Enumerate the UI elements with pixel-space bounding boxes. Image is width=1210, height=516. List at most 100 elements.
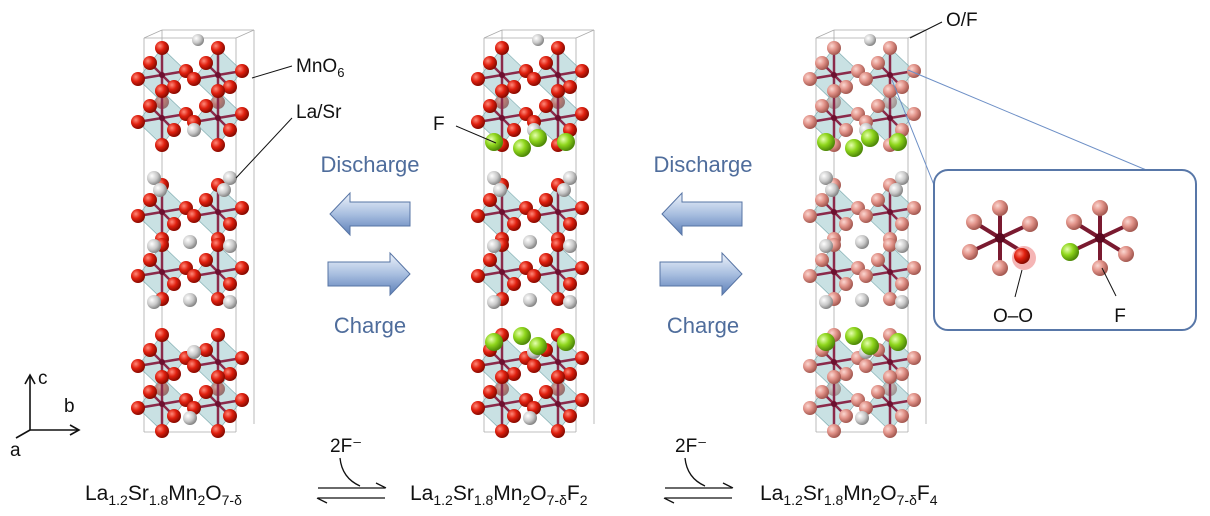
atom [895,217,909,231]
atom [131,359,145,373]
atom [551,41,565,55]
atom [563,80,577,94]
atom [539,56,553,70]
atom [859,269,873,283]
atom [815,99,829,113]
atom [527,72,541,86]
atom [235,201,249,215]
mn-atom [499,115,505,121]
mn-atom [499,269,505,275]
formula: La1.2Sr1.8Mn2O7-δ [85,482,242,508]
atom [507,409,521,423]
atom [211,424,225,438]
element: Mn [168,482,197,505]
atom [147,295,161,309]
atom [859,359,873,373]
atom [483,99,497,113]
atom [907,393,921,407]
atom [907,201,921,215]
atom [143,193,157,207]
atom [803,209,817,223]
atom [507,123,521,137]
atom [471,72,485,86]
mn-atom [555,269,561,275]
atom [523,293,537,307]
element: La [410,482,434,505]
atom [487,171,501,185]
atom [199,56,213,70]
mn-atom [555,401,561,407]
mn-atom [555,209,561,215]
atom [235,393,249,407]
atom [495,370,509,384]
callout-line [251,65,293,79]
atom [907,351,921,365]
arrow-label: Charge [667,313,739,338]
atom [895,80,909,94]
atom [1061,243,1079,261]
atom [827,41,841,55]
atom [493,183,507,197]
atom [895,171,909,185]
atom [223,277,237,291]
subscript: 2 [872,492,880,508]
atom [557,333,575,351]
atom [513,327,531,345]
element: Sr [803,482,824,505]
atom [471,115,485,129]
element: La [85,482,109,505]
atom [495,84,509,98]
atom [1092,200,1108,216]
crystal-structures [131,29,927,438]
atom [803,72,817,86]
mn-atom [215,115,221,121]
cell-edge [235,29,255,39]
subscript: 7-δ [897,492,917,508]
atom [235,261,249,275]
mn-atom [1095,233,1105,243]
element: O [530,482,546,505]
atom [143,253,157,267]
subscript: 1.8 [824,492,844,508]
atom [1118,246,1134,262]
atom [883,84,897,98]
atom [845,139,863,157]
inset-label: O–O [993,306,1033,327]
atom [155,328,169,342]
atom [507,277,521,291]
charge-arrow [327,251,411,297]
atom [523,411,537,425]
atom [485,333,503,351]
atom [815,253,829,267]
atom [895,367,909,381]
mn-atom [215,359,221,365]
atom [235,107,249,121]
mn-atom [159,359,165,365]
atom [827,424,841,438]
label: O/F [946,10,978,31]
atom [563,409,577,423]
callout-line [909,21,943,39]
atom [199,253,213,267]
atom [187,269,201,283]
atom [183,411,197,425]
atom [235,351,249,365]
atom [871,193,885,207]
atom [871,385,885,399]
mn-atom [831,269,837,275]
atom [483,385,497,399]
mn-atom [887,72,893,78]
atom [187,209,201,223]
atom [131,115,145,129]
atom [131,269,145,283]
atom [855,293,869,307]
atom [855,235,869,249]
atom [143,56,157,70]
atom [483,253,497,267]
atom [143,99,157,113]
atom [131,401,145,415]
mn-atom [831,401,837,407]
atom [527,269,541,283]
atom [551,424,565,438]
atom [211,328,225,342]
